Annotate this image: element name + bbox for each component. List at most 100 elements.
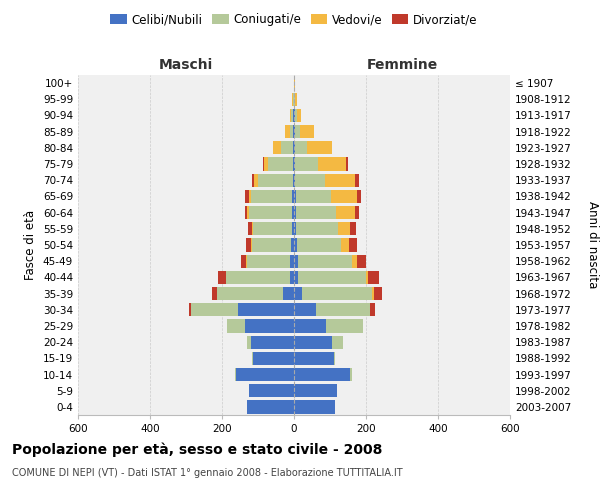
Bar	[236, 368, 294, 381]
Bar	[338, 222, 350, 235]
Bar	[248, 190, 251, 203]
Bar	[316, 303, 370, 316]
Bar	[252, 174, 254, 187]
Bar	[249, 206, 292, 220]
Bar	[292, 206, 294, 220]
Text: Maschi: Maschi	[159, 58, 213, 72]
Bar	[249, 384, 294, 398]
Bar	[294, 141, 295, 154]
Bar	[295, 125, 300, 138]
Bar	[189, 303, 191, 316]
Bar	[370, 303, 374, 316]
Bar	[334, 352, 335, 365]
Bar	[294, 222, 296, 235]
Bar	[294, 238, 297, 252]
Bar	[252, 352, 253, 365]
Y-axis label: Anni di nascita: Anni di nascita	[586, 202, 599, 288]
Bar	[326, 320, 363, 332]
Bar	[372, 287, 374, 300]
Bar	[241, 254, 247, 268]
Bar	[292, 92, 293, 106]
Bar	[294, 352, 334, 365]
Bar	[293, 174, 294, 187]
Bar	[290, 109, 292, 122]
Bar	[263, 158, 264, 170]
Bar	[293, 109, 294, 122]
Bar	[355, 206, 359, 220]
Bar	[294, 125, 295, 138]
Bar	[259, 174, 293, 187]
Bar	[368, 270, 379, 284]
Text: Popolazione per età, sesso e stato civile - 2008: Popolazione per età, sesso e stato civil…	[12, 442, 382, 457]
Bar	[290, 270, 294, 284]
Bar	[294, 368, 350, 381]
Bar	[341, 238, 349, 252]
Bar	[268, 158, 293, 170]
Bar	[294, 174, 295, 187]
Bar	[336, 206, 355, 220]
Bar	[246, 238, 251, 252]
Bar	[331, 190, 357, 203]
Bar	[283, 287, 294, 300]
Bar	[295, 92, 297, 106]
Bar	[332, 336, 343, 349]
Bar	[292, 109, 293, 122]
Bar	[218, 270, 226, 284]
Bar	[298, 254, 352, 268]
Bar	[212, 287, 217, 300]
Bar	[294, 254, 298, 268]
Bar	[253, 222, 292, 235]
Bar	[295, 158, 318, 170]
Bar	[374, 287, 382, 300]
Bar	[298, 270, 366, 284]
Bar	[227, 320, 245, 332]
Bar	[253, 352, 294, 365]
Bar	[247, 206, 249, 220]
Bar	[291, 238, 294, 252]
Bar	[294, 109, 295, 122]
Bar	[245, 320, 294, 332]
Bar	[226, 270, 290, 284]
Bar	[295, 109, 296, 122]
Bar	[264, 158, 268, 170]
Bar	[302, 287, 372, 300]
Bar	[293, 141, 294, 154]
Bar	[293, 158, 294, 170]
Bar	[356, 254, 366, 268]
Bar	[293, 125, 294, 138]
Bar	[350, 368, 352, 381]
Bar	[238, 303, 294, 316]
Bar	[286, 125, 290, 138]
Bar	[296, 190, 331, 203]
Bar	[217, 287, 283, 300]
Bar	[296, 222, 338, 235]
Bar	[300, 125, 314, 138]
Bar	[294, 190, 296, 203]
Bar	[281, 141, 293, 154]
Bar	[294, 303, 316, 316]
Bar	[273, 141, 281, 154]
Bar	[296, 206, 336, 220]
Bar	[247, 254, 290, 268]
Bar	[235, 368, 236, 381]
Bar	[191, 303, 238, 316]
Bar	[294, 336, 332, 349]
Bar	[247, 336, 251, 349]
Bar	[297, 238, 341, 252]
Bar	[318, 158, 346, 170]
Bar	[294, 158, 295, 170]
Y-axis label: Fasce di età: Fasce di età	[25, 210, 37, 280]
Bar	[245, 190, 248, 203]
Bar	[296, 109, 301, 122]
Bar	[294, 384, 337, 398]
Bar	[294, 287, 302, 300]
Bar	[251, 238, 291, 252]
Bar	[248, 222, 252, 235]
Bar	[357, 190, 361, 203]
Bar	[290, 125, 293, 138]
Bar	[295, 174, 325, 187]
Bar	[245, 206, 247, 220]
Bar	[251, 190, 292, 203]
Bar	[352, 254, 356, 268]
Bar	[247, 400, 294, 413]
